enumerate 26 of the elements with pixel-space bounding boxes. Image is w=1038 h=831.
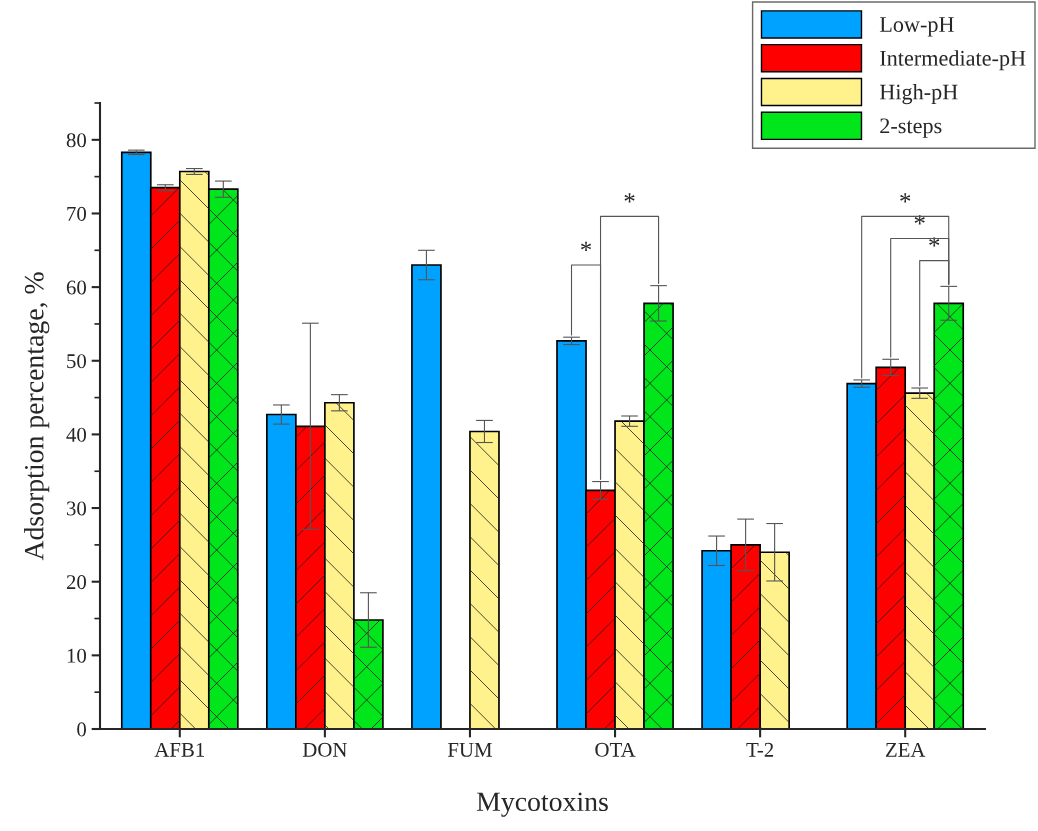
- legend-label: Low-pH: [879, 17, 954, 37]
- y-tick-label: 50: [67, 354, 87, 369]
- legend-label: Intermediate-pH: [880, 50, 1026, 71]
- y-tick-label: 20: [66, 575, 87, 590]
- x-tick-label: FUM: [447, 743, 492, 757]
- y-axis-title: Adsorption percentage, %: [24, 272, 50, 561]
- annotation: *: [900, 193, 911, 203]
- x-tick-label: DON: [302, 742, 347, 757]
- y-tick-label: 60: [66, 280, 87, 295]
- x-tick-label: OTA: [595, 742, 636, 757]
- legend-label: High-pH: [879, 83, 958, 105]
- y-tick-label: 40: [66, 427, 87, 442]
- x-tick-label: ZEA: [885, 742, 926, 757]
- bar: [556, 340, 587, 729]
- y-tick-label: 70: [67, 206, 87, 221]
- y-tick-label: 80: [66, 133, 87, 148]
- annotation: *: [624, 193, 635, 203]
- x-tick-label: AFB1: [154, 742, 205, 757]
- x-axis-title: Mycotoxins: [476, 792, 608, 817]
- annotation: *: [581, 241, 592, 252]
- y-tick-label: 0: [77, 722, 87, 737]
- bar: [411, 264, 442, 729]
- y-tick-label: 10: [67, 648, 87, 663]
- legend-label: 2-steps: [880, 118, 942, 138]
- x-tick-label: T-2: [746, 742, 774, 757]
- y-tick-label: 30: [66, 501, 87, 516]
